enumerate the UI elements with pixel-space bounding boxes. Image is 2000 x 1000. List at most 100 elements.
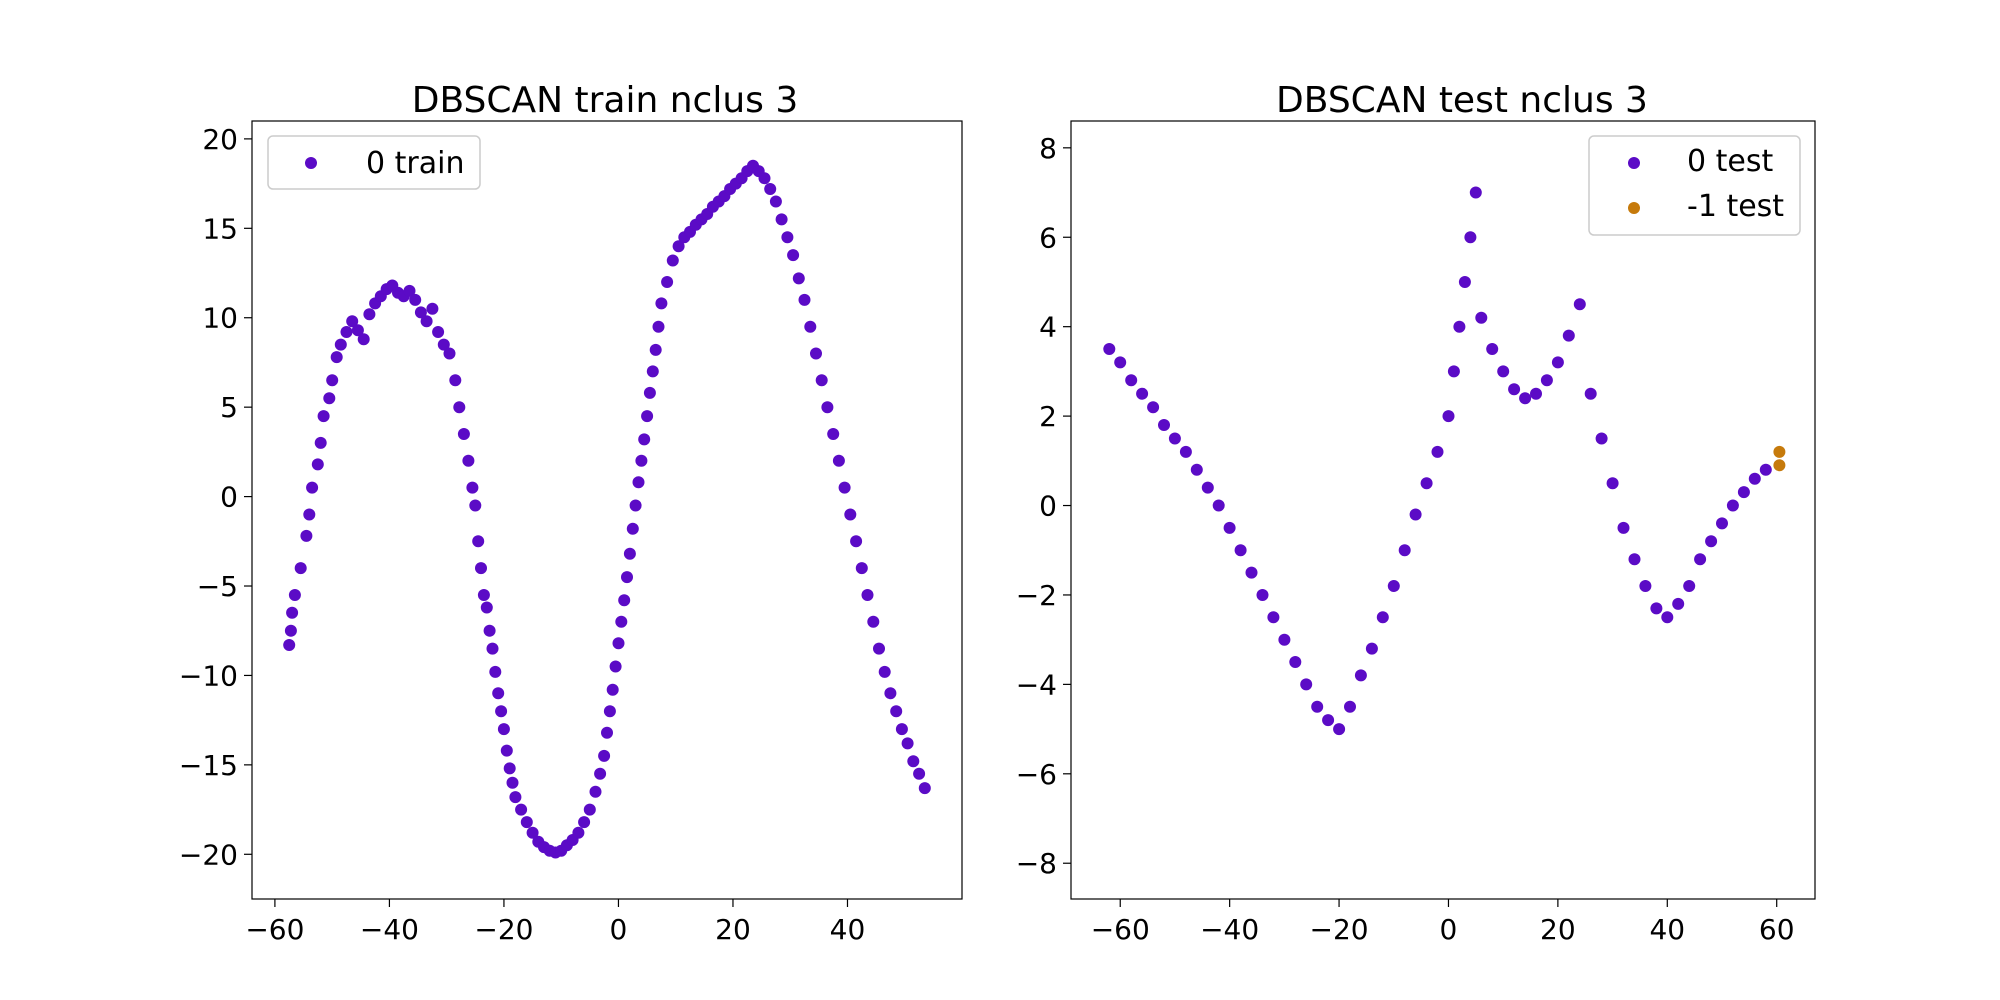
- test-x-axis: −60 −40 −20 0 20 40 60: [1091, 899, 1795, 946]
- test-series-0-point-52: [1639, 580, 1652, 592]
- test-series-0-point-44: [1551, 356, 1564, 369]
- test-points: [1103, 186, 1786, 736]
- test-x-tick-label-4: 20: [1540, 913, 1576, 946]
- test-series-0-point-29: [1420, 477, 1433, 490]
- train-y-tick-label-4: 0: [220, 481, 238, 514]
- test-series-0-point-46: [1573, 298, 1586, 311]
- train-series-0-point-78: [623, 547, 636, 560]
- train-series-0-point-51: [503, 762, 516, 775]
- test-series-0-point-3: [1136, 387, 1149, 400]
- train-series-0-point-87: [649, 343, 662, 356]
- train-series-0-point-111: [781, 231, 794, 244]
- test-series-0-point-14: [1256, 589, 1269, 601]
- train-series-0-point-3: [288, 589, 301, 601]
- train-series-0-point-47: [492, 687, 505, 700]
- train-series-0-point-37: [462, 454, 475, 467]
- train-series-0-point-55: [520, 816, 533, 829]
- test-series-0-point-43: [1540, 374, 1553, 387]
- train-series-0-point-123: [850, 535, 863, 548]
- train-series-0-point-120: [832, 454, 845, 467]
- test-legend-box: [1588, 135, 1801, 236]
- train-series-0-point-124: [855, 562, 868, 575]
- test-y-tick-label-4: 0: [1039, 490, 1057, 523]
- test-x-tick-label-2: −20: [1310, 913, 1369, 946]
- train-series-0-point-67: [589, 785, 602, 798]
- test-chart-title: DBSCAN test nclus 3: [1276, 80, 1648, 121]
- train-series-0-point-79: [626, 522, 639, 535]
- test-series-0-point-1: [1114, 356, 1127, 369]
- train-series-0-point-116: [810, 347, 822, 360]
- train-series-0-point-75: [615, 615, 628, 628]
- train-series-0-point-10: [317, 410, 330, 423]
- test-series-0-point-32: [1447, 365, 1460, 378]
- test-y-axis: −8 −6 −4 −2 0 2 4 6 8: [1016, 132, 1071, 880]
- test-series-0-point-17: [1289, 656, 1302, 668]
- test-series-0-point-27: [1398, 544, 1411, 557]
- test-series-0-point-24: [1365, 642, 1378, 655]
- train-series-0-point-5: [300, 529, 313, 542]
- test-series-0-point-51: [1628, 553, 1641, 566]
- test-series-0-point-11: [1223, 521, 1236, 534]
- train-series-0-point-119: [827, 428, 840, 440]
- test-legend-label-1: -1 test: [1687, 189, 1784, 224]
- test-series-0-point-35: [1464, 231, 1477, 244]
- test-series-0-point-19: [1311, 700, 1324, 713]
- test-series-0-point-6: [1168, 432, 1181, 445]
- train-y-tick-label-1: −15: [179, 749, 238, 782]
- test-series-0-point-60: [1726, 499, 1739, 512]
- train-series-0-point-35: [453, 401, 466, 414]
- test-x-tick-label-6: 60: [1759, 913, 1795, 946]
- test-y-tick-label-0: −8: [1016, 847, 1057, 880]
- train-series-0-point-82: [635, 454, 648, 467]
- test-axes-frame: [1070, 120, 1816, 900]
- test-series-0-point-39: [1497, 365, 1510, 378]
- train-x-tick-label-1: −40: [360, 913, 419, 946]
- train-series-0-point-72: [606, 683, 619, 696]
- train-series-0-point-26: [403, 284, 416, 297]
- train-series-0-point-65: [578, 816, 591, 829]
- train-series-0-point-34: [449, 374, 462, 387]
- test-series-0-point-22: [1344, 700, 1356, 713]
- train-series-0-point-19: [363, 308, 376, 321]
- train-series-0-point-107: [758, 172, 771, 185]
- train-series-0-point-129: [884, 687, 897, 700]
- test-legend-marker-1: [1628, 202, 1640, 214]
- test-y-tick-label-8: 8: [1039, 132, 1057, 165]
- test-series-0-point-36: [1469, 186, 1482, 199]
- train-series-0-point-13: [330, 351, 343, 364]
- test-series-0-point-56: [1683, 580, 1696, 592]
- train-series-0-point-114: [798, 293, 811, 306]
- test-series-0-point-41: [1519, 392, 1532, 405]
- train-series-0-point-40: [472, 535, 485, 548]
- train-series-0-point-64: [572, 826, 585, 839]
- test-series-0-point-31: [1442, 410, 1455, 423]
- test-series-0-point-50: [1617, 521, 1630, 534]
- train-series-0-point-132: [901, 737, 914, 750]
- test-x-tick-label-0: −60: [1091, 913, 1150, 946]
- test-series-0-point-10: [1212, 499, 1225, 512]
- train-series-0-point-77: [621, 571, 633, 584]
- test-series-0-point-61: [1737, 486, 1750, 499]
- test-series-0-point-30: [1431, 445, 1444, 458]
- train-series-0-point-121: [838, 481, 851, 494]
- test-x-tick-label-3: 0: [1440, 913, 1458, 946]
- test-series-0-point-16: [1278, 633, 1291, 646]
- train-series-0-point-7: [306, 481, 319, 494]
- test-series-0-point-55: [1672, 597, 1685, 610]
- test-series-0-point-4: [1147, 401, 1160, 414]
- train-series-0-point-41: [475, 562, 487, 575]
- train-series-0-point-38: [466, 481, 479, 494]
- test-legend-label-0: 0 test: [1687, 144, 1773, 179]
- train-points: [283, 159, 931, 859]
- train-series-0-point-92: [672, 240, 685, 253]
- train-x-tick-label-2: −20: [474, 913, 533, 946]
- test-series-0-point-18: [1300, 678, 1313, 691]
- train-series-0-point-43: [480, 601, 493, 614]
- train-series-0-point-11: [323, 392, 336, 405]
- test-series-0-point-38: [1486, 343, 1499, 355]
- train-series-0-point-39: [469, 499, 482, 512]
- train-series-0-point-122: [844, 508, 857, 521]
- test-series-0-point-23: [1354, 669, 1367, 682]
- train-series-0-point-131: [895, 723, 908, 736]
